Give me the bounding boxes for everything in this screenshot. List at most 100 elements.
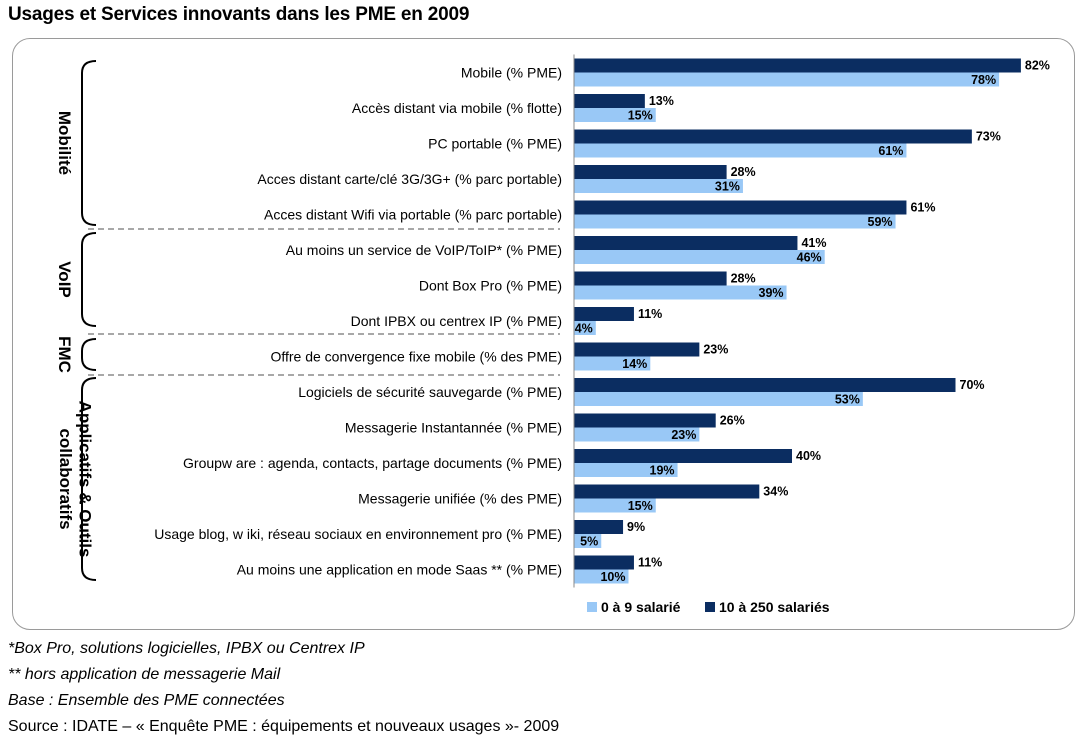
bar-0-9-4 <box>574 214 896 229</box>
bar-0-9-13 <box>574 534 602 548</box>
category-label-12: Messagerie unifiée (% des PME) <box>358 491 562 507</box>
category-label-0: Mobile (% PME) <box>461 65 562 81</box>
bar-10-250-7 <box>574 307 634 321</box>
group-label-line: Applicatifs & Outils <box>76 401 95 558</box>
group-label-line: collaboratifs <box>56 428 75 529</box>
bar-10-250-14 <box>574 555 634 570</box>
category-label-9: Logiciels de sécurité sauvegarde (% PME) <box>298 384 562 400</box>
group-label-0: Mobilité <box>55 111 74 175</box>
value-label-10-250-9: 70% <box>960 378 985 392</box>
value-label-10-250-7: 11% <box>638 307 662 321</box>
bars-layer: 82%78%13%15%73%61%28%31%61%59%41%46%28%3… <box>573 54 1050 588</box>
value-label-0-9-1: 15% <box>628 109 653 123</box>
bar-0-9-0 <box>574 72 1000 87</box>
bar-10-250-9 <box>574 378 956 392</box>
value-label-0-9-5: 46% <box>797 251 822 265</box>
value-label-0-9-4: 59% <box>868 215 893 229</box>
chart-frame <box>12 38 1075 630</box>
bar-0-9-8 <box>574 356 651 371</box>
source-note: Source : IDATE – « Enquête PME : équipem… <box>8 718 560 735</box>
bar-10-250-11 <box>574 449 792 463</box>
bar-0-9-12 <box>574 498 656 513</box>
value-label-0-9-7: 4% <box>575 322 593 336</box>
value-label-0-9-10: 23% <box>671 428 696 442</box>
value-label-0-9-9: 53% <box>835 393 860 407</box>
value-label-0-9-2: 61% <box>878 144 903 158</box>
bar-10-250-12 <box>574 484 760 499</box>
value-label-10-250-12: 34% <box>763 485 788 499</box>
chart-title: Usages et Services innovants dans les PM… <box>8 4 470 25</box>
group-label-line: VoIP <box>55 261 74 298</box>
bar-10-250-13 <box>574 520 624 534</box>
bar-0-9-6 <box>574 285 787 300</box>
category-label-1: Accès distant via mobile (% flotte) <box>352 100 562 116</box>
group-bracket-2 <box>81 338 97 371</box>
value-label-10-250-5: 41% <box>801 236 826 250</box>
value-label-0-9-11: 19% <box>650 464 675 478</box>
value-label-10-250-6: 28% <box>731 272 756 286</box>
legend: 0 à 9 salarié 10 à 250 salariés <box>587 599 830 615</box>
value-label-10-250-14: 11% <box>638 556 662 570</box>
group-label-1: VoIP <box>55 261 74 298</box>
value-label-10-250-10: 26% <box>720 414 745 428</box>
legend-swatch-1 <box>705 602 715 612</box>
group-bracket-1 <box>81 232 97 327</box>
category-labels: Mobile (% PME) Accès distant via mobile (… <box>154 65 562 578</box>
bar-0-9-7 <box>574 321 596 335</box>
group-label-line: FMC <box>55 336 74 373</box>
category-label-6: Dont Box Pro (% PME) <box>419 278 562 294</box>
category-label-5: Au moins un service de VoIP/ToIP* (% PME… <box>286 242 562 258</box>
bar-10-250-8 <box>574 342 700 357</box>
value-label-10-250-11: 40% <box>796 449 821 463</box>
value-label-10-250-4: 61% <box>910 201 935 215</box>
category-label-2: PC portable (% PME) <box>428 136 562 152</box>
group-label-line: Mobilité <box>55 111 74 175</box>
legend-swatch-0 <box>587 602 597 612</box>
bar-0-9-1 <box>574 108 656 122</box>
bar-10-250-0 <box>574 58 1021 73</box>
footnote-2: ** hors application de messagerie Mail <box>8 666 281 683</box>
value-label-0-9-6: 39% <box>759 286 784 300</box>
category-label-3: Acces distant carte/clé 3G/3G+ (% parc p… <box>257 171 562 187</box>
bar-0-9-14 <box>574 569 629 584</box>
bar-0-9-9 <box>574 392 863 406</box>
bar-10-250-10 <box>574 413 716 428</box>
group-bracket-0 <box>81 60 97 226</box>
value-label-0-9-12: 15% <box>628 499 653 513</box>
group-label-3: Applicatifs & Outilscollaboratifs <box>56 401 95 558</box>
category-label-4: Acces distant Wifi via portable (% parc … <box>264 207 562 223</box>
value-label-10-250-2: 73% <box>976 130 1001 144</box>
bar-0-9-10 <box>574 427 700 442</box>
footnote-1: *Box Pro, solutions logicielles, IPBX ou… <box>8 640 365 657</box>
bar-0-9-2 <box>574 143 907 158</box>
category-label-11: Groupw are : agenda, contacts, partage d… <box>183 455 562 471</box>
bar-10-250-4 <box>574 200 907 215</box>
value-label-10-250-8: 23% <box>703 343 728 357</box>
group-label-2: FMC <box>55 336 74 373</box>
value-label-0-9-14: 10% <box>600 570 625 584</box>
value-label-10-250-1: 13% <box>649 94 674 108</box>
value-label-0-9-13: 5% <box>580 535 598 549</box>
value-label-10-250-13: 9% <box>627 520 645 534</box>
group-brackets: Mobilité VoIP FMC Applicatifs & Outilscolla… <box>55 60 560 581</box>
bar-0-9-3 <box>574 179 743 193</box>
bar-10-250-6 <box>574 271 727 286</box>
bar-0-9-5 <box>574 250 825 264</box>
category-label-10: Messagerie Instantannée (% PME) <box>345 420 562 436</box>
value-label-0-9-3: 31% <box>715 180 740 194</box>
value-label-10-250-0: 82% <box>1025 59 1050 73</box>
group-bracket-3 <box>81 377 97 581</box>
legend-label-0: 0 à 9 salarié <box>601 599 681 615</box>
category-label-8: Offre de convergence fixe mobile (% des … <box>270 349 562 365</box>
bar-0-9-11 <box>574 463 678 477</box>
value-label-0-9-0: 78% <box>971 73 996 87</box>
category-label-13: Usage blog, w iki, réseau sociaux en env… <box>154 526 562 542</box>
bar-chart: 82%78%13%15%73%61%28%31%61%59%41%46%28%3… <box>55 54 1050 615</box>
bar-10-250-2 <box>574 129 972 144</box>
bar-10-250-1 <box>574 94 645 108</box>
category-label-7: Dont IPBX ou centrex IP (% PME) <box>351 313 562 329</box>
value-label-0-9-8: 14% <box>622 357 647 371</box>
value-label-10-250-3: 28% <box>731 165 756 179</box>
category-label-14: Au moins une application en mode Saas **… <box>237 562 562 578</box>
bar-10-250-3 <box>574 165 727 179</box>
